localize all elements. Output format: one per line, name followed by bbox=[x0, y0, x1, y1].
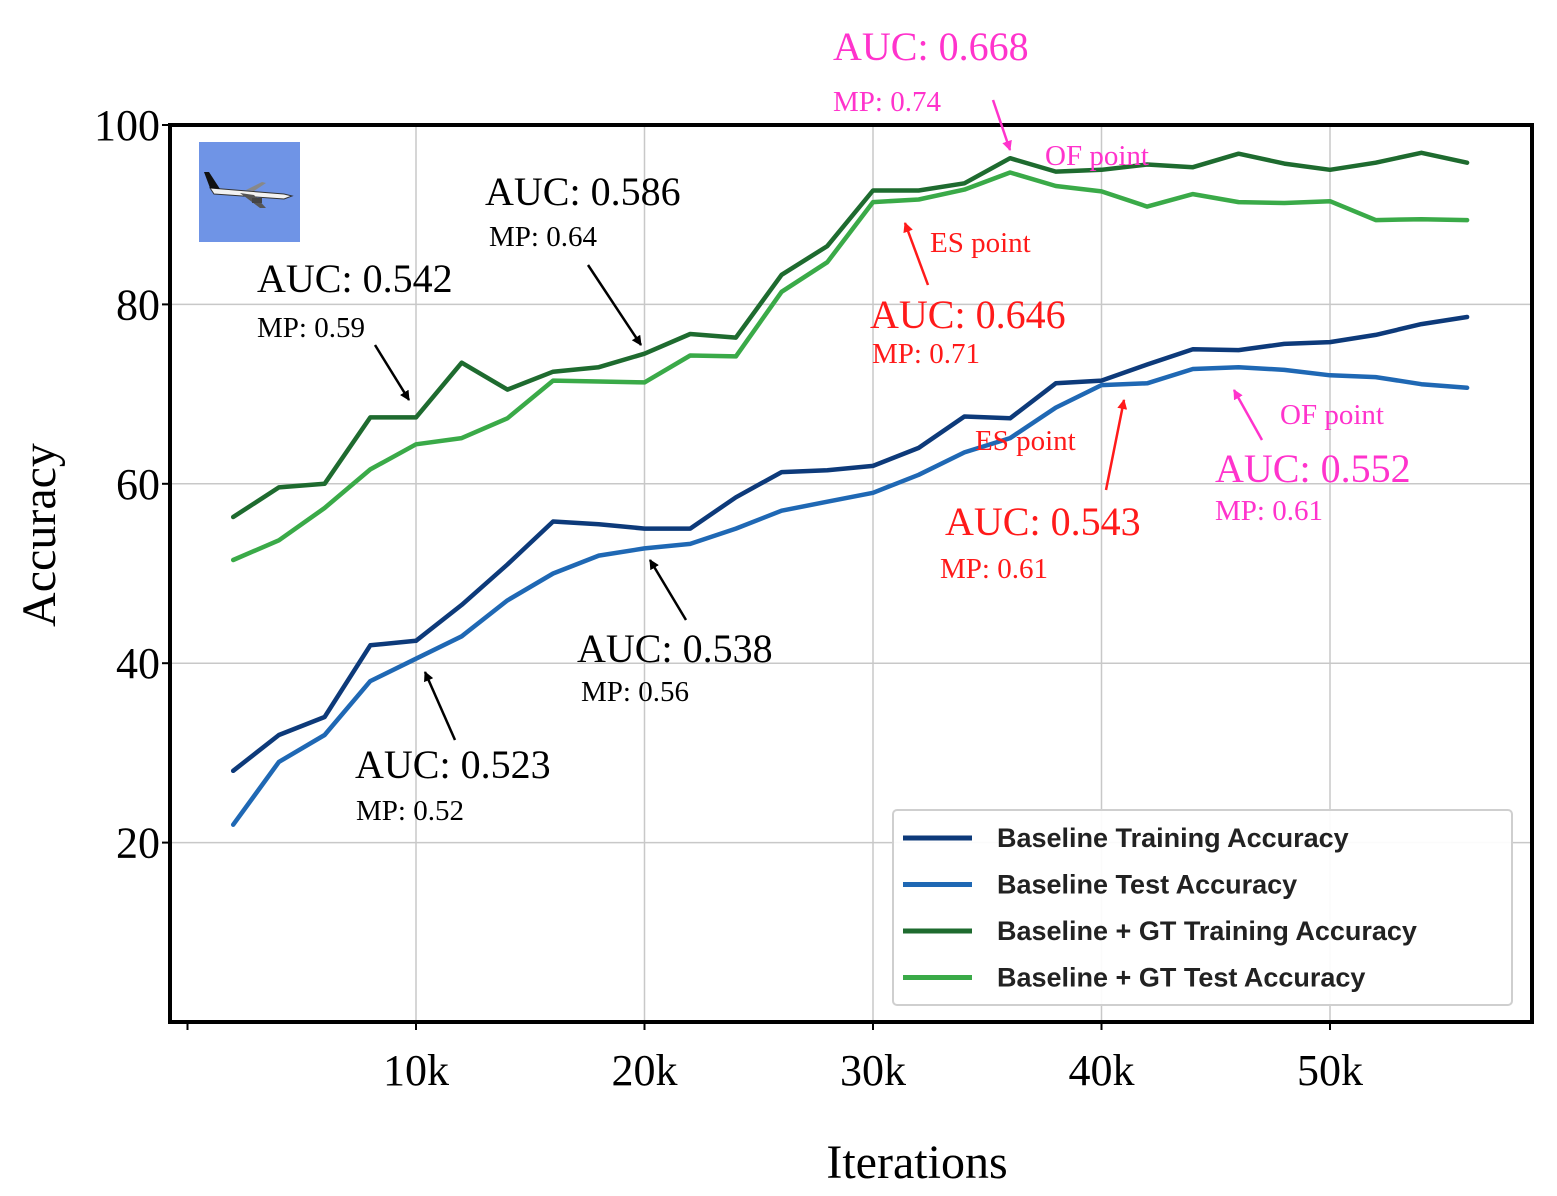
series-line-2 bbox=[230, 364, 1470, 827]
annotation-point-label: OF point bbox=[1045, 140, 1149, 172]
y-axis-title: Accuracy bbox=[13, 443, 66, 627]
series-line-1 bbox=[230, 314, 1470, 774]
annotation-point-label: ES point bbox=[930, 227, 1031, 259]
annotation-mp: MP: 0.61 bbox=[1215, 495, 1323, 527]
annotation-point-label: OF point bbox=[1280, 399, 1384, 431]
annotation-mp: MP: 0.56 bbox=[581, 676, 689, 708]
annotation-auc-0552: OF point AUC: 0.552 MP: 0.61 bbox=[1215, 389, 1411, 527]
annotation-auc: AUC: 0.542 bbox=[257, 256, 453, 301]
axis-ticks: 10k 20k 30k 40k 50k 20 40 60 80 100 bbox=[94, 101, 1363, 1095]
legend-label: Baseline + GT Training Accuracy bbox=[997, 916, 1417, 946]
annotation-auc-0646: ES point AUC: 0.646 MP: 0.71 bbox=[870, 222, 1066, 370]
x-tick-label: 40k bbox=[1069, 1046, 1135, 1095]
annotation-auc-0668: AUC: 0.668 MP: 0.74 OF point bbox=[833, 24, 1149, 172]
annotation-mp: MP: 0.59 bbox=[257, 312, 365, 344]
x-tick-label: 50k bbox=[1297, 1046, 1363, 1095]
annotation-auc-0523: AUC: 0.523 MP: 0.52 bbox=[355, 671, 551, 827]
annotation-mp: MP: 0.52 bbox=[356, 795, 464, 827]
x-axis-title: Iterations bbox=[826, 1136, 1007, 1189]
annotation-arrow bbox=[648, 559, 688, 621]
annotation-auc: AUC: 0.523 bbox=[355, 742, 551, 787]
airplane-icon bbox=[204, 172, 294, 208]
annotation-mp: MP: 0.61 bbox=[940, 553, 1048, 585]
annotation-auc: AUC: 0.646 bbox=[870, 292, 1066, 337]
plot-frame bbox=[168, 123, 1534, 1024]
series-line-3 bbox=[230, 150, 1470, 520]
annotation-auc-0542: AUC: 0.542 MP: 0.59 bbox=[257, 256, 453, 401]
annotation-auc: AUC: 0.543 bbox=[945, 499, 1141, 544]
annotation-arrow bbox=[903, 222, 930, 286]
annotation-arrow bbox=[1104, 399, 1128, 491]
annotation-auc-0538: AUC: 0.538 MP: 0.56 bbox=[577, 559, 773, 708]
legend: Baseline Training Accuracy Baseline Test … bbox=[892, 809, 1513, 1006]
y-tick-label: 80 bbox=[116, 280, 160, 329]
series-lines bbox=[230, 150, 1470, 827]
x-tick-label: 20k bbox=[612, 1046, 678, 1095]
annotation-auc: AUC: 0.538 bbox=[577, 626, 773, 671]
series-line-4 bbox=[230, 170, 1470, 563]
annotation-auc: AUC: 0.586 bbox=[485, 169, 681, 214]
annotation-mp: MP: 0.71 bbox=[872, 338, 980, 370]
x-tick-label: 30k bbox=[840, 1046, 906, 1095]
annotation-auc-0543: ES point AUC: 0.543 MP: 0.61 bbox=[940, 399, 1141, 585]
legend-box bbox=[892, 809, 1513, 1006]
annotation-arrow bbox=[373, 344, 411, 401]
annotation-point-label: ES point bbox=[975, 425, 1076, 457]
y-tick-label: 60 bbox=[116, 460, 160, 509]
y-tick-label: 100 bbox=[94, 101, 160, 150]
legend-label: Baseline Test Accuracy bbox=[997, 870, 1297, 900]
annotation-arrow bbox=[991, 99, 1012, 151]
annotations: AUC: 0.542 MP: 0.59 AUC: 0.586 MP: 0.64 … bbox=[257, 24, 1411, 827]
annotation-auc: AUC: 0.668 bbox=[833, 24, 1029, 69]
annotation-arrow bbox=[1232, 389, 1264, 441]
y-tick-label: 40 bbox=[116, 639, 160, 688]
legend-label: Baseline + GT Test Accuracy bbox=[997, 963, 1365, 993]
airplane-thumbnail bbox=[199, 142, 300, 242]
x-tick-label: 10k bbox=[383, 1046, 449, 1095]
annotation-mp: MP: 0.64 bbox=[489, 221, 597, 253]
annotation-arrow bbox=[423, 671, 457, 741]
y-tick-label: 20 bbox=[116, 819, 160, 868]
legend-label: Baseline Training Accuracy bbox=[997, 823, 1349, 853]
annotation-arrow bbox=[586, 264, 643, 346]
annotation-mp: MP: 0.74 bbox=[833, 86, 941, 118]
annotation-auc-0586: AUC: 0.586 MP: 0.64 bbox=[485, 169, 681, 346]
annotation-auc: AUC: 0.552 bbox=[1215, 446, 1411, 491]
